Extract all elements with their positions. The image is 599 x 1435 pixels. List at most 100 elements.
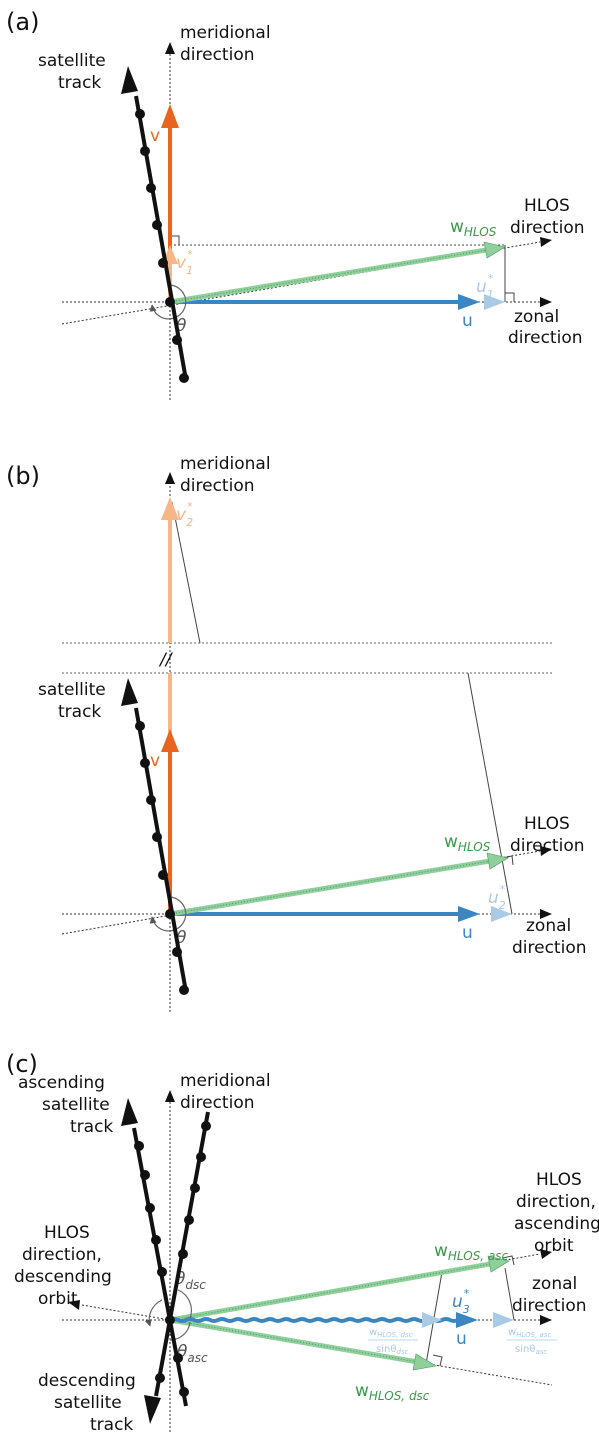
- panel-a-track-label-2: track: [58, 73, 101, 93]
- track-dot: [201, 1121, 211, 1131]
- track-dot: [152, 832, 162, 842]
- panel-a-track-label-1: satellite: [38, 51, 106, 71]
- panel-a-u-arrowhead: [458, 294, 480, 310]
- panel-c-right-angle-dsc: [432, 1354, 443, 1367]
- panel-a-zonal-label-1: zonal: [514, 307, 559, 327]
- panel-a-meridional-label-1: meridional: [180, 23, 271, 43]
- panel-b-hlos-label-1: HLOS: [524, 814, 570, 834]
- panel-a-track-dots: [135, 109, 189, 383]
- track-dot: [134, 1141, 144, 1151]
- panel-b-zonal-label-2: direction: [512, 938, 587, 958]
- panel-c-theta-dsc-back-arc: [144, 1299, 163, 1327]
- panel-a-meridional-arrowhead: [165, 42, 175, 54]
- track-dot: [146, 183, 156, 193]
- panel-a-v-arrowhead: [161, 104, 179, 128]
- track-dot: [196, 1152, 206, 1162]
- panel-a-whlos-label: wHLOS: [450, 217, 497, 239]
- panel-a-u1-label: u1*: [476, 272, 494, 301]
- fraction-asc-denominator: sinθasc: [515, 1344, 547, 1356]
- panel-a-zonal-label-2: direction: [508, 328, 583, 348]
- panel-c-asc-track-dots: [134, 1141, 189, 1397]
- track-dot: [172, 335, 182, 345]
- panel-a-v1-label: v1*: [176, 248, 193, 277]
- panel-b-break-mark: //: [158, 650, 174, 670]
- panel-c-u-arrowhead: [456, 1312, 478, 1328]
- panel-a-theta-arc: [149, 284, 187, 320]
- panel-c-meridional-arrowhead: [165, 1090, 175, 1102]
- panel-c-u-dsc-arrowhead: [422, 1312, 442, 1328]
- panel-a-hlos-label-1: HLOS: [524, 196, 570, 216]
- panel-b-track-label-1: satellite: [38, 680, 106, 700]
- panel-c-u-label: u: [456, 1329, 467, 1349]
- panel-b-meridional-arrowhead: [165, 472, 175, 484]
- panel-b-track-dots: [135, 721, 189, 995]
- panel-c-u-arrow: [169, 1317, 459, 1323]
- panel-c-theta-asc-label: θasc: [177, 1342, 208, 1365]
- panel-b-v-label: v: [150, 751, 160, 771]
- panel-c-fraction-asc: wHLOS, asc sinθasc: [507, 1327, 557, 1356]
- panel-b-u-label: u: [462, 923, 473, 943]
- panel-c-whlos-dsc-arrowhead: [412, 1353, 437, 1371]
- panel-c-theta-dsc-arc: [177, 1289, 193, 1319]
- track-dot: [184, 1215, 194, 1225]
- track-dot: [145, 1203, 155, 1213]
- panel-a-zonal-arrowhead: [540, 297, 552, 307]
- track-dot: [165, 1315, 175, 1325]
- panel-a-v-label: v: [150, 126, 160, 146]
- panel-b: (b) meridional direction // zonal direct…: [6, 454, 587, 1012]
- panel-c-asc-track-label-3: track: [70, 1117, 113, 1137]
- track-dot: [165, 909, 175, 919]
- panel-c-u3-label: u3*: [452, 1287, 470, 1316]
- panel-c-label: (c): [6, 1050, 38, 1078]
- panel-c-asc-projection-line: [504, 1267, 515, 1321]
- track-dot: [152, 220, 162, 230]
- panel-c-theta-dsc-label: θdsc: [175, 1269, 206, 1292]
- panel-c-hlos-dsc-label-4: orbit: [38, 1289, 78, 1309]
- panel-c: (c) meridional direction zonal direction…: [6, 1050, 599, 1435]
- track-dot: [179, 1387, 189, 1397]
- panel-b-meridional-label-2: direction: [180, 476, 255, 496]
- panel-a-right-angle-u: [505, 292, 515, 302]
- track-dot: [157, 1267, 167, 1277]
- track-dot: [155, 1373, 165, 1383]
- panel-c-zonal-label-1: zonal: [532, 1274, 577, 1294]
- panel-b-u2-label: u2*: [488, 883, 506, 912]
- panel-c-hlos-asc-label-3: ascending: [514, 1214, 599, 1234]
- panel-c-dsc-track-dots: [155, 1121, 211, 1383]
- panel-b-meridional-label-1: meridional: [180, 454, 271, 474]
- panel-c-whlos-dsc-label: wHLOS, dsc: [355, 1381, 430, 1403]
- panel-b-hlos-label-2: direction: [510, 836, 585, 856]
- panel-c-dsc-track-arrowhead: [144, 1395, 161, 1424]
- panel-b-hlos-arrowhead: [540, 846, 552, 856]
- panel-c-asc-track-arrowhead: [121, 1098, 138, 1126]
- panel-c-hlos-dsc-label-3: descending: [14, 1267, 112, 1287]
- panel-c-hlos-asc-label-2: direction,: [516, 1192, 596, 1212]
- track-dot: [151, 1235, 161, 1245]
- panel-c-hlos-asc-label-1: HLOS: [536, 1170, 582, 1190]
- panel-c-hlos-dsc-axis: [81, 1304, 553, 1386]
- track-dot: [179, 985, 189, 995]
- panel-c-hlos-dsc-label-1: HLOS: [44, 1223, 90, 1243]
- panel-b-theta-arc: [149, 896, 187, 932]
- panel-c-desc-track-label-1: descending: [38, 1371, 136, 1391]
- panel-a: (a) meridional direction zonal direction…: [6, 8, 585, 400]
- panel-b-u-arrowhead: [458, 906, 480, 922]
- track-dot: [140, 1170, 150, 1180]
- track-dot: [178, 1249, 188, 1259]
- panel-a-u-label: u: [462, 311, 473, 331]
- panel-a-whlos-arrow: [169, 247, 487, 305]
- panel-b-whlos-arrowhead: [486, 852, 509, 870]
- panel-c-whlos-asc-arrowhead: [487, 1255, 510, 1273]
- panel-c-meridional-label-1: meridional: [180, 1071, 271, 1091]
- panel-a-theta-label: θ: [176, 316, 187, 336]
- fraction-asc-numerator: wHLOS, asc: [508, 1327, 551, 1339]
- panel-c-desc-track-label-2: satellite: [54, 1393, 122, 1413]
- panel-c-zonal-label-2: direction: [512, 1296, 587, 1316]
- panel-a-hlos-arrowhead: [540, 237, 552, 247]
- track-dot: [158, 258, 168, 268]
- panel-c-whlos-asc-label: wHLOS, asc: [434, 1241, 509, 1263]
- panel-c-asc-track-label-1: ascending: [18, 1073, 105, 1093]
- panel-a-satellite-track: [134, 95, 188, 381]
- fraction-dsc-denominator: sinθdsc: [376, 1344, 409, 1356]
